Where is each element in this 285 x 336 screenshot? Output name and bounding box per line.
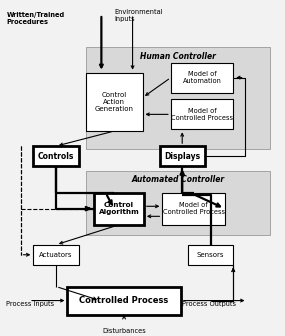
Text: Controls: Controls xyxy=(38,152,74,161)
Text: Process Inputs: Process Inputs xyxy=(6,301,54,306)
Text: Sensors: Sensors xyxy=(197,252,224,258)
FancyBboxPatch shape xyxy=(86,171,270,235)
FancyBboxPatch shape xyxy=(171,62,233,93)
Text: Controlled Process: Controlled Process xyxy=(80,296,169,305)
Text: Model of
Controlled Process: Model of Controlled Process xyxy=(162,202,225,215)
FancyBboxPatch shape xyxy=(162,193,225,225)
FancyBboxPatch shape xyxy=(86,73,142,131)
Text: Model of
Automation: Model of Automation xyxy=(183,71,221,84)
FancyBboxPatch shape xyxy=(33,146,79,166)
FancyBboxPatch shape xyxy=(160,146,205,166)
Text: Control
Algorithm: Control Algorithm xyxy=(99,202,139,215)
Text: Model of
Controlled Process: Model of Controlled Process xyxy=(171,108,233,121)
FancyBboxPatch shape xyxy=(67,287,181,315)
Text: Written/Trained
Procedures: Written/Trained Procedures xyxy=(6,12,64,26)
Text: Environmental
Inputs: Environmental Inputs xyxy=(114,9,163,22)
FancyBboxPatch shape xyxy=(86,47,270,150)
Text: Process Outputs: Process Outputs xyxy=(182,301,236,306)
Text: Disturbances: Disturbances xyxy=(102,328,146,334)
FancyBboxPatch shape xyxy=(171,99,233,129)
Text: Automated Controller: Automated Controller xyxy=(131,175,225,184)
Text: Human Controller: Human Controller xyxy=(140,51,216,60)
Text: Control
Action
Generation: Control Action Generation xyxy=(95,92,134,112)
FancyBboxPatch shape xyxy=(188,245,233,265)
FancyBboxPatch shape xyxy=(33,245,79,265)
FancyBboxPatch shape xyxy=(94,193,144,225)
Text: Actuators: Actuators xyxy=(39,252,73,258)
Text: Displays: Displays xyxy=(164,152,200,161)
